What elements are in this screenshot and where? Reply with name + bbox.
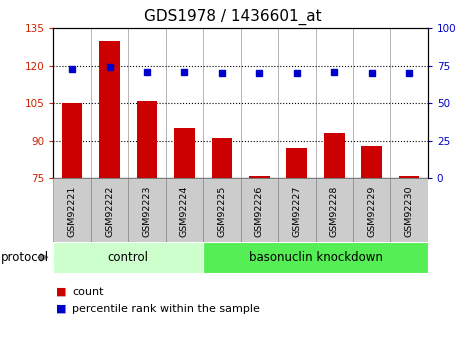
- Text: GSM92224: GSM92224: [180, 186, 189, 237]
- Text: GSM92222: GSM92222: [105, 186, 114, 237]
- Bar: [62, 103, 82, 178]
- Text: basonuclin knockdown: basonuclin knockdown: [249, 251, 382, 264]
- Text: percentile rank within the sample: percentile rank within the sample: [72, 304, 260, 314]
- Bar: [91, 178, 128, 242]
- Bar: [137, 101, 157, 178]
- Bar: [203, 242, 428, 273]
- Bar: [203, 178, 241, 242]
- Bar: [315, 178, 353, 242]
- Bar: [166, 178, 203, 242]
- Text: count: count: [72, 287, 104, 297]
- Bar: [399, 176, 419, 178]
- Bar: [174, 128, 195, 178]
- Bar: [53, 178, 91, 242]
- Bar: [324, 133, 345, 178]
- Text: GSM92227: GSM92227: [292, 186, 301, 237]
- Text: GSM92230: GSM92230: [405, 186, 413, 237]
- Text: GSM92229: GSM92229: [367, 186, 376, 237]
- Text: GSM92228: GSM92228: [330, 186, 339, 237]
- Bar: [128, 178, 166, 242]
- Text: GSM92226: GSM92226: [255, 186, 264, 237]
- Bar: [53, 242, 203, 273]
- Bar: [241, 178, 278, 242]
- Bar: [278, 178, 315, 242]
- Bar: [249, 176, 270, 178]
- Text: control: control: [108, 251, 149, 264]
- Text: GDS1978 / 1436601_at: GDS1978 / 1436601_at: [144, 9, 321, 25]
- Text: GSM92225: GSM92225: [218, 186, 226, 237]
- Text: ■: ■: [56, 304, 66, 314]
- Bar: [361, 146, 382, 178]
- Text: GSM92223: GSM92223: [143, 186, 152, 237]
- Text: protocol: protocol: [1, 251, 49, 264]
- Bar: [100, 41, 120, 178]
- Bar: [353, 178, 390, 242]
- Text: ■: ■: [56, 287, 66, 297]
- Bar: [286, 148, 307, 178]
- Text: GSM92221: GSM92221: [68, 186, 77, 237]
- Bar: [390, 178, 428, 242]
- Bar: [212, 138, 232, 178]
